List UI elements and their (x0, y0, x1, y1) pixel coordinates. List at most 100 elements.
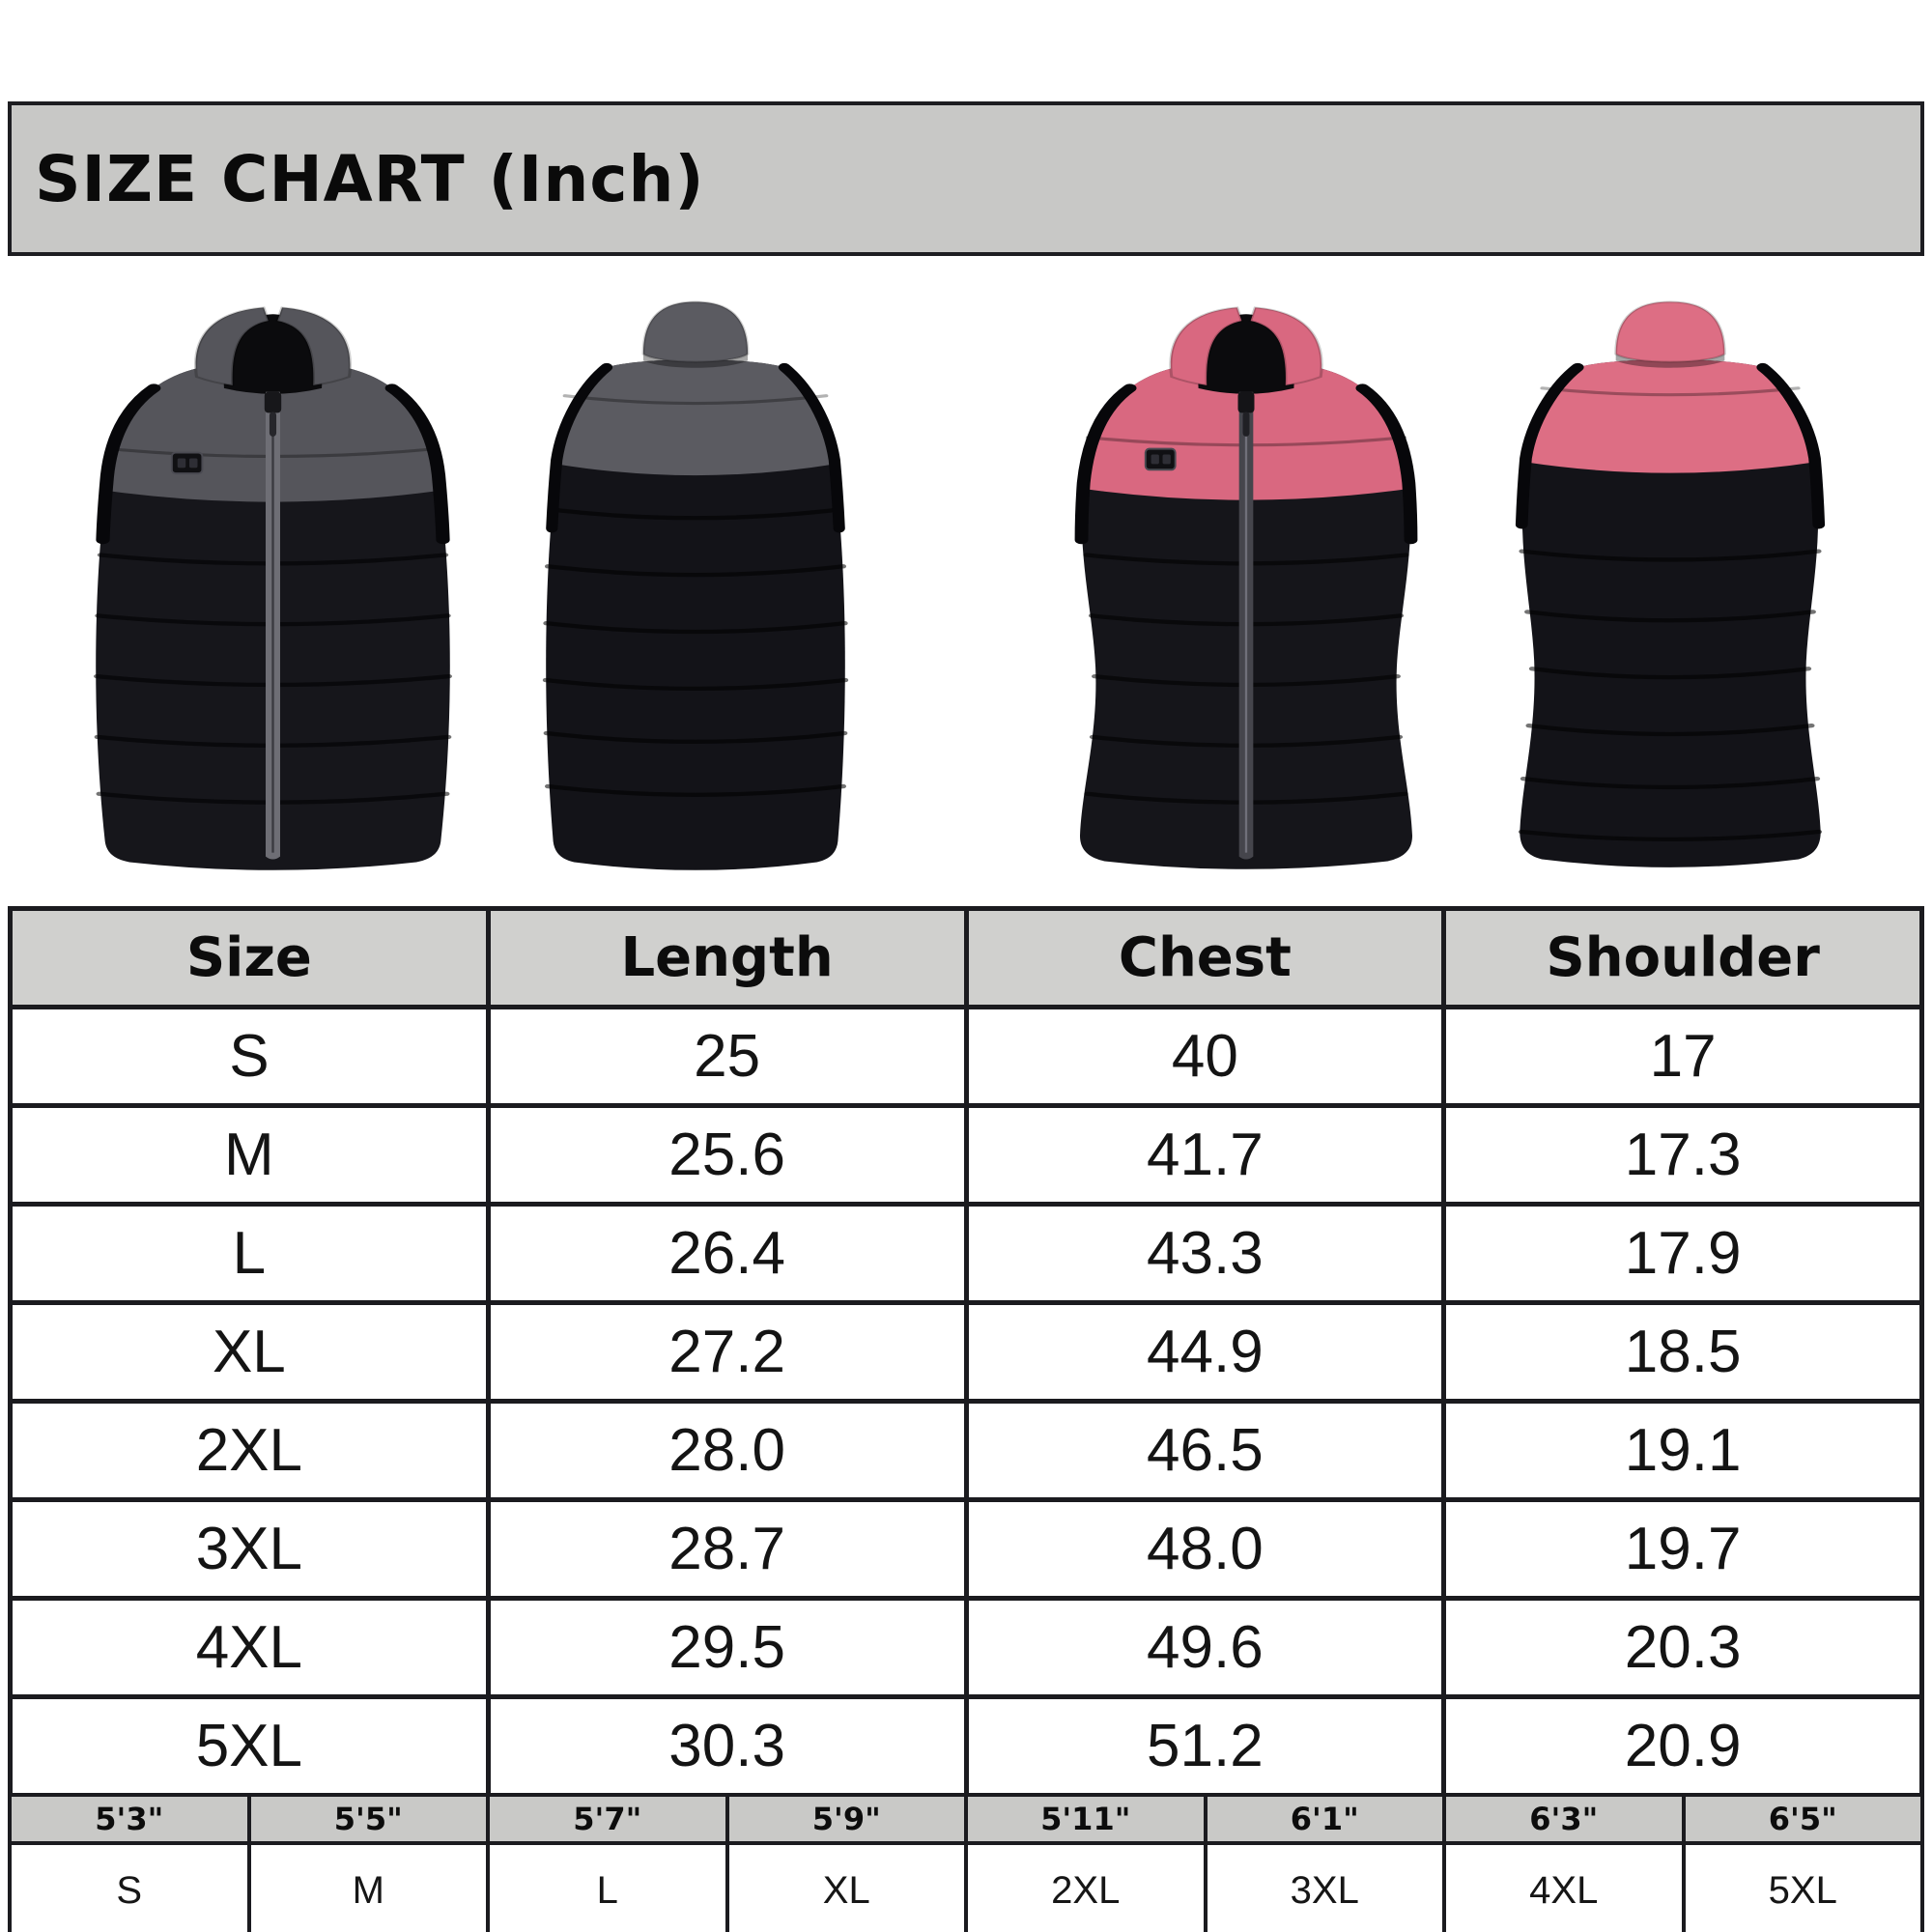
length-cell: 26.4 (485, 1202, 969, 1305)
collar-left (1169, 306, 1244, 387)
length-cell: 28.7 (485, 1497, 969, 1601)
height-cell: 5'3" (8, 1793, 251, 1845)
size-cell: 5XL (8, 1694, 491, 1798)
height-cell: 5'9" (724, 1793, 968, 1845)
armhole-right (778, 362, 845, 533)
collar-band (641, 300, 750, 363)
length-cell: 29.5 (485, 1596, 969, 1699)
size-recommendation-cell: 4XL (1442, 1841, 1686, 1932)
vest-yoke (1525, 359, 1815, 473)
length-cell: 27.2 (485, 1300, 969, 1404)
chest-cell: 41.7 (963, 1103, 1447, 1207)
shoulder-cell: 20.9 (1441, 1694, 1924, 1798)
shoulder-cell: 18.5 (1441, 1300, 1924, 1404)
size-table: Size Length Chest Shoulder S 25 40 17 M … (8, 906, 1924, 1798)
chest-cell: 51.2 (963, 1694, 1447, 1798)
table-row: 2XL 28.0 46.5 19.1 (8, 1399, 1924, 1502)
size-cell: 2XL (8, 1399, 491, 1502)
table-row: 3XL 28.7 48.0 19.7 (8, 1497, 1924, 1601)
size-recommendation-cell: 5XL (1681, 1841, 1924, 1932)
shoulder-cell: 17 (1441, 1005, 1924, 1108)
size-cell: XL (8, 1300, 491, 1404)
table-row: S 25 40 17 (8, 1005, 1924, 1108)
size-recommendation-cell: 2XL (964, 1841, 1208, 1932)
heat-control-patch (170, 451, 204, 475)
collar-inner (1198, 314, 1294, 394)
collar-shadow (1615, 354, 1725, 368)
collar-left (193, 306, 270, 387)
vest-body (1520, 359, 1821, 867)
vest-images-section (0, 278, 1932, 885)
height-cell: 6'3" (1442, 1793, 1686, 1845)
collar-right (275, 306, 353, 387)
shoulder-cell: 17.9 (1441, 1202, 1924, 1305)
collar-right (1248, 306, 1323, 387)
collar-shadow (642, 354, 749, 368)
size-table-header-row: Size Length Chest Shoulder (8, 906, 1924, 1009)
height-cell: 6'1" (1203, 1793, 1446, 1845)
chest-cell: 40 (963, 1005, 1447, 1108)
armhole-right (1355, 384, 1418, 545)
vest-yoke (555, 359, 836, 476)
length-cell: 30.3 (485, 1694, 969, 1798)
size-cell: L (8, 1202, 491, 1305)
armhole-left (546, 362, 613, 533)
chest-cell: 43.3 (963, 1202, 1447, 1305)
size-recommendation-cell: XL (724, 1841, 968, 1932)
table-row: XL 27.2 44.9 18.5 (8, 1300, 1924, 1404)
table-row: 4XL 29.5 49.6 20.3 (8, 1596, 1924, 1699)
column-header-size: Size (8, 906, 491, 1009)
page-title: SIZE CHART (Inch) (35, 141, 705, 216)
size-recommendation-cell: 3XL (1203, 1841, 1446, 1932)
size-recommendation-cell: M (246, 1841, 490, 1932)
size-recommendation-cell: L (486, 1841, 729, 1932)
size-recommendation-cell: S (8, 1841, 251, 1932)
vest-women-back-image (1515, 300, 1826, 867)
height-guide-sizes-row: S M L XL 2XL 3XL 4XL 5XL (8, 1841, 1924, 1932)
heat-control-patch (1144, 447, 1177, 471)
length-cell: 28.0 (485, 1399, 969, 1502)
chest-cell: 48.0 (963, 1497, 1447, 1601)
height-guide-table: 5'3" 5'5" 5'7" 5'9" 5'11" 6'1" 6'3" 6'5"… (8, 1793, 1924, 1932)
size-cell: M (8, 1103, 491, 1207)
size-cell: 3XL (8, 1497, 491, 1601)
armhole-left (1515, 362, 1584, 529)
height-cell: 6'5" (1681, 1793, 1924, 1845)
tables-section: Size Length Chest Shoulder S 25 40 17 M … (8, 906, 1924, 1932)
chest-cell: 46.5 (963, 1399, 1447, 1502)
size-cell: S (8, 1005, 491, 1108)
length-cell: 25 (485, 1005, 969, 1108)
armhole-right (1756, 362, 1826, 529)
length-cell: 25.6 (485, 1103, 969, 1207)
chest-cell: 49.6 (963, 1596, 1447, 1699)
collar-band (1614, 300, 1726, 363)
height-cell: 5'7" (486, 1793, 729, 1845)
zipper (264, 391, 282, 860)
table-row: M 25.6 41.7 17.3 (8, 1103, 1924, 1207)
shoulder-cell: 19.1 (1441, 1399, 1924, 1502)
height-guide-heights-row: 5'3" 5'5" 5'7" 5'9" 5'11" 6'1" 6'3" 6'5" (8, 1793, 1924, 1845)
armhole-left (96, 384, 161, 545)
shoulder-cell: 20.3 (1441, 1596, 1924, 1699)
table-row: 5XL 30.3 51.2 20.9 (8, 1694, 1924, 1798)
column-header-chest: Chest (963, 906, 1447, 1009)
armhole-right (384, 384, 450, 545)
zipper (1237, 391, 1255, 860)
vest-men-back-image (542, 300, 849, 870)
column-header-length: Length (485, 906, 969, 1009)
size-cell: 4XL (8, 1596, 491, 1699)
height-cell: 5'11" (964, 1793, 1208, 1845)
vest-body (546, 359, 845, 870)
chest-cell: 44.9 (963, 1300, 1447, 1404)
size-chart-header-bar: SIZE CHART (Inch) (8, 101, 1924, 256)
table-row: L 26.4 43.3 17.9 (8, 1202, 1924, 1305)
column-header-shoulder: Shoulder (1441, 906, 1924, 1009)
height-cell: 5'5" (246, 1793, 490, 1845)
armhole-left (1074, 384, 1137, 545)
vest-women-front-image (1074, 306, 1418, 869)
shoulder-cell: 19.7 (1441, 1497, 1924, 1601)
collar-inner (223, 314, 323, 394)
shoulder-cell: 17.3 (1441, 1103, 1924, 1207)
vest-men-front-image (94, 306, 452, 870)
